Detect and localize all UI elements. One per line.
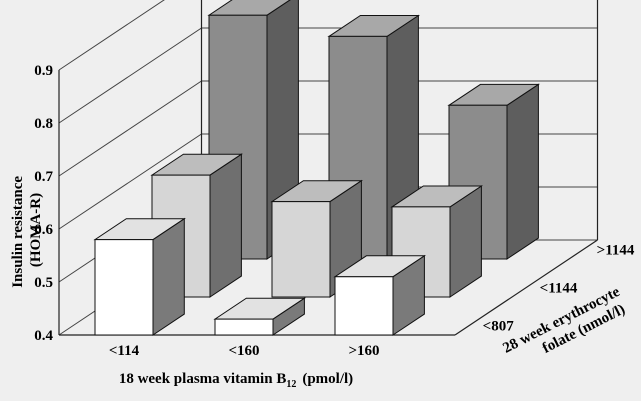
x-axis-ticks: <114 <160 >160 <box>109 343 380 359</box>
x-tick-label: >160 <box>348 343 379 359</box>
y-axis-label: Insulin resistance (HOMA-R) <box>10 172 44 288</box>
bar <box>390 185 484 298</box>
x-axis-label-subscript: 12 <box>286 379 296 390</box>
x-tick-label: <114 <box>109 343 140 359</box>
chart-bars <box>93 0 541 336</box>
series-label: <1144 <box>540 281 578 297</box>
x-axis-label: 18 week plasma vitamin B12 (pmol/l) <box>119 371 353 390</box>
bar-side-face <box>209 153 242 298</box>
bar-front-face <box>271 201 331 298</box>
x-tick-label: <160 <box>228 343 259 359</box>
y-tick-label: 0.8 <box>34 116 53 132</box>
bar <box>93 217 186 336</box>
y-axis-label-line1: Insulin resistance <box>10 176 26 288</box>
depth-axis-ticks: <807 <1144 >1144 <box>483 243 635 335</box>
bar-front-face <box>94 239 154 336</box>
bar-front-face <box>334 276 394 336</box>
bar <box>333 254 427 336</box>
y-axis-label-line2: (HOMA-R) <box>28 193 44 267</box>
grid-line <box>58 0 165 71</box>
y-tick-label: 0.7 <box>34 169 53 185</box>
bar <box>213 297 307 336</box>
axis-edge <box>454 239 598 336</box>
y-tick-label: 0.9 <box>34 63 53 79</box>
y-axis-ticks: 0.4 0.5 0.6 0.7 0.8 0.9 <box>34 63 53 344</box>
y-tick-label: 0.4 <box>34 328 53 344</box>
bar-side-face <box>506 83 539 260</box>
y-tick-label: 0.6 <box>34 222 53 238</box>
y-tick-label: 0.5 <box>34 275 53 291</box>
series-label: <807 <box>483 319 515 335</box>
x-axis-label-main: 18 week plasma vitamin B <box>119 371 287 387</box>
series-label: >1144 <box>597 243 635 259</box>
bar-front-face <box>214 318 274 336</box>
x-axis-label-unit: (pmol/l) <box>302 371 353 387</box>
